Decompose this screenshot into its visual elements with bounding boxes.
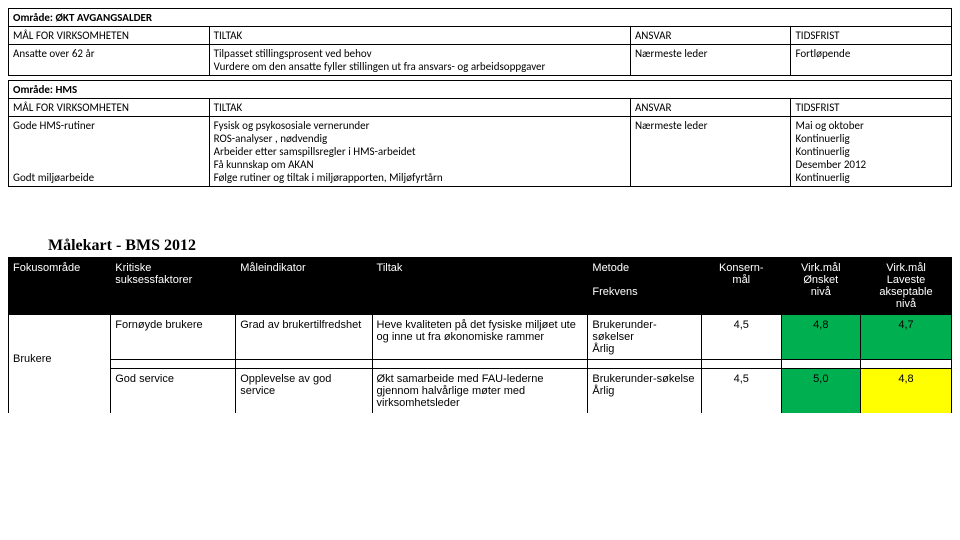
table-bms: Fokusområde Kritiske suksessfaktorer Mål… — [8, 257, 952, 413]
area-header: Område: ØKT AVGANGSALDER — [9, 9, 952, 27]
table-okt-avgangsalder: Område: ØKT AVGANGSALDER MÅL FOR VIRKSOM… — [8, 8, 952, 76]
cell-ansvar: Nærmeste leder — [630, 117, 791, 187]
cell-fokus — [9, 369, 111, 414]
col-header: TIDSFRIST — [791, 27, 952, 45]
cell-virk-onsket: 5,0 — [781, 369, 861, 414]
table-row — [9, 360, 952, 369]
col-header: TIDSFRIST — [791, 99, 952, 117]
cell-mal: Ansatte over 62 år — [9, 45, 210, 76]
col-header: MÅL FOR VIRKSOMHETEN — [9, 99, 210, 117]
table-row: God service Opplevelse av god service Øk… — [9, 369, 952, 414]
table-row: Brukere Fornøyde brukere Grad av brukert… — [9, 315, 952, 360]
cell-tiltak: Økt samarbeide med FAU-lederne gjennom h… — [372, 369, 588, 414]
cell-tiltak: Fysisk og psykososiale vernerunder ROS-a… — [209, 117, 630, 187]
col-header: MÅL FOR VIRKSOMHETEN — [9, 27, 210, 45]
cell-tidsfrist: Fortløpende — [791, 45, 952, 76]
bms-header: Kritiske suksessfaktorer — [111, 258, 236, 315]
bms-header: Tiltak — [372, 258, 588, 315]
col-header: TILTAK — [209, 99, 630, 117]
cell-metode: Brukerunder-søkelse Årlig — [588, 369, 702, 414]
table-hms: Område: HMS MÅL FOR VIRKSOMHETEN TILTAK … — [8, 80, 952, 187]
bms-header: MetodeFrekvens — [588, 258, 702, 315]
cell-virk-lavest: 4,7 — [861, 315, 952, 360]
cell-kritiske: Fornøyde brukere — [111, 315, 236, 360]
bms-header: Konsern-mål — [702, 258, 782, 315]
cell-konsern: 4,5 — [702, 315, 782, 360]
cell-maleind: Opplevelse av god service — [236, 369, 372, 414]
cell-virk-lavest: 4,8 — [861, 369, 952, 414]
cell-tiltak: Heve kvaliteten på det fysiske miljøet u… — [372, 315, 588, 360]
bms-header: Virk.målØnsketnivå — [781, 258, 861, 315]
cell-tidsfrist: Mai og oktober Kontinuerlig Kontinuerlig… — [791, 117, 952, 187]
cell-mal: Gode HMS-rutiner Godt miljøarbeide — [9, 117, 210, 187]
cell-maleind: Grad av brukertilfredshet — [236, 315, 372, 360]
col-header: TILTAK — [209, 27, 630, 45]
cell-kritiske: God service — [111, 369, 236, 414]
cell-konsern: 4,5 — [702, 369, 782, 414]
col-header: ANSVAR — [630, 99, 791, 117]
bms-header: Fokusområde — [9, 258, 111, 315]
bms-header: Virk.målLavesteakseptablenivå — [861, 258, 952, 315]
cell-fokus: Brukere — [9, 315, 111, 369]
bms-header: Måleindikator — [236, 258, 372, 315]
cell-virk-onsket: 4,8 — [781, 315, 861, 360]
cell-metode: Brukerunder-søkelser Årlig — [588, 315, 702, 360]
cell-ansvar: Nærmeste leder — [630, 45, 791, 76]
area-header: Område: HMS — [9, 81, 952, 99]
bms-title: Målekart - BMS 2012 — [48, 237, 952, 255]
col-header: ANSVAR — [630, 27, 791, 45]
cell-tiltak: Tilpasset stillingsprosent ved behov Vur… — [209, 45, 630, 76]
